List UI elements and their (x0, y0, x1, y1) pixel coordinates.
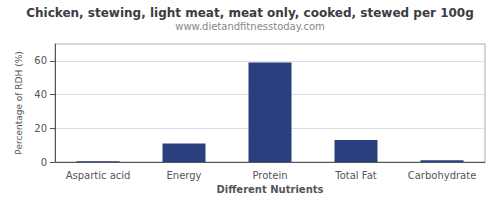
svg-text:40: 40 (34, 89, 47, 100)
svg-text:www.dietandfitnesstoday.com: www.dietandfitnesstoday.com (175, 21, 324, 32)
svg-text:Protein: Protein (252, 170, 287, 181)
svg-text:Total Fat: Total Fat (334, 170, 376, 181)
svg-text:Different Nutrients: Different Nutrients (217, 184, 324, 195)
svg-text:Chicken, stewing, light meat,: Chicken, stewing, light meat, meat only,… (26, 6, 474, 20)
svg-text:Carbohydrate: Carbohydrate (408, 170, 477, 181)
svg-text:60: 60 (34, 55, 47, 66)
svg-text:Aspartic acid: Aspartic acid (66, 170, 131, 181)
svg-text:Energy: Energy (166, 170, 201, 181)
svg-text:20: 20 (34, 123, 47, 134)
svg-text:Percentage of RDH (%): Percentage of RDH (%) (14, 51, 24, 154)
svg-text:0: 0 (41, 157, 47, 168)
